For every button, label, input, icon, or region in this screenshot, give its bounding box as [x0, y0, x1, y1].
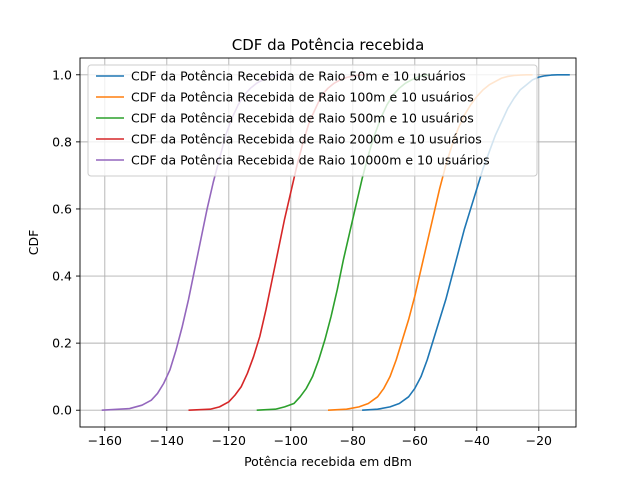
y-tick-label: 1.0: [52, 67, 72, 82]
legend-entry: CDF da Potência Recebida de Raio 2000m e…: [131, 132, 482, 147]
legend-entry: CDF da Potência Recebida de Raio 100m e …: [131, 90, 474, 105]
x-tick-label: −140: [150, 433, 184, 448]
y-tick-label: 0.0: [52, 403, 72, 418]
axis-ticks: −160 −140 −120 −100 −80 −60 −40 −20 0.0 0.2 0.4 0.6…: [52, 67, 552, 448]
legend-entry: CDF da Potência Recebida de Raio 10000m …: [131, 153, 490, 168]
x-axis-label: Potência recebida em dBm: [244, 454, 412, 469]
y-tick-label: 0.4: [52, 269, 72, 284]
legend-box: [87, 64, 538, 177]
x-tick-label: −60: [402, 433, 428, 448]
y-tick-label: 0.8: [52, 134, 72, 149]
plot-frame: [79, 57, 577, 428]
x-tick-label: −20: [526, 433, 552, 448]
x-tick-label: −40: [464, 433, 490, 448]
legend-entry: CDF da Potência Recebida de Raio 500m e …: [131, 111, 474, 126]
legend-entry: CDF da Potência Recebida de Raio 50m e 1…: [131, 69, 466, 84]
x-tick-label: −160: [88, 433, 122, 448]
y-tick-label: 0.2: [52, 336, 72, 351]
x-tick-label: −80: [340, 433, 366, 448]
y-tick-label: 0.6: [52, 201, 72, 216]
x-tick-label: −120: [212, 433, 246, 448]
chart-title: CDF da Potência recebida: [232, 36, 425, 54]
y-axis-label: CDF: [26, 230, 41, 256]
x-tick-label: −100: [274, 433, 308, 448]
series-line-1: [362, 73, 570, 412]
legend: CDF da Potência Recebida de Raio 50m e 1…: [87, 64, 538, 177]
